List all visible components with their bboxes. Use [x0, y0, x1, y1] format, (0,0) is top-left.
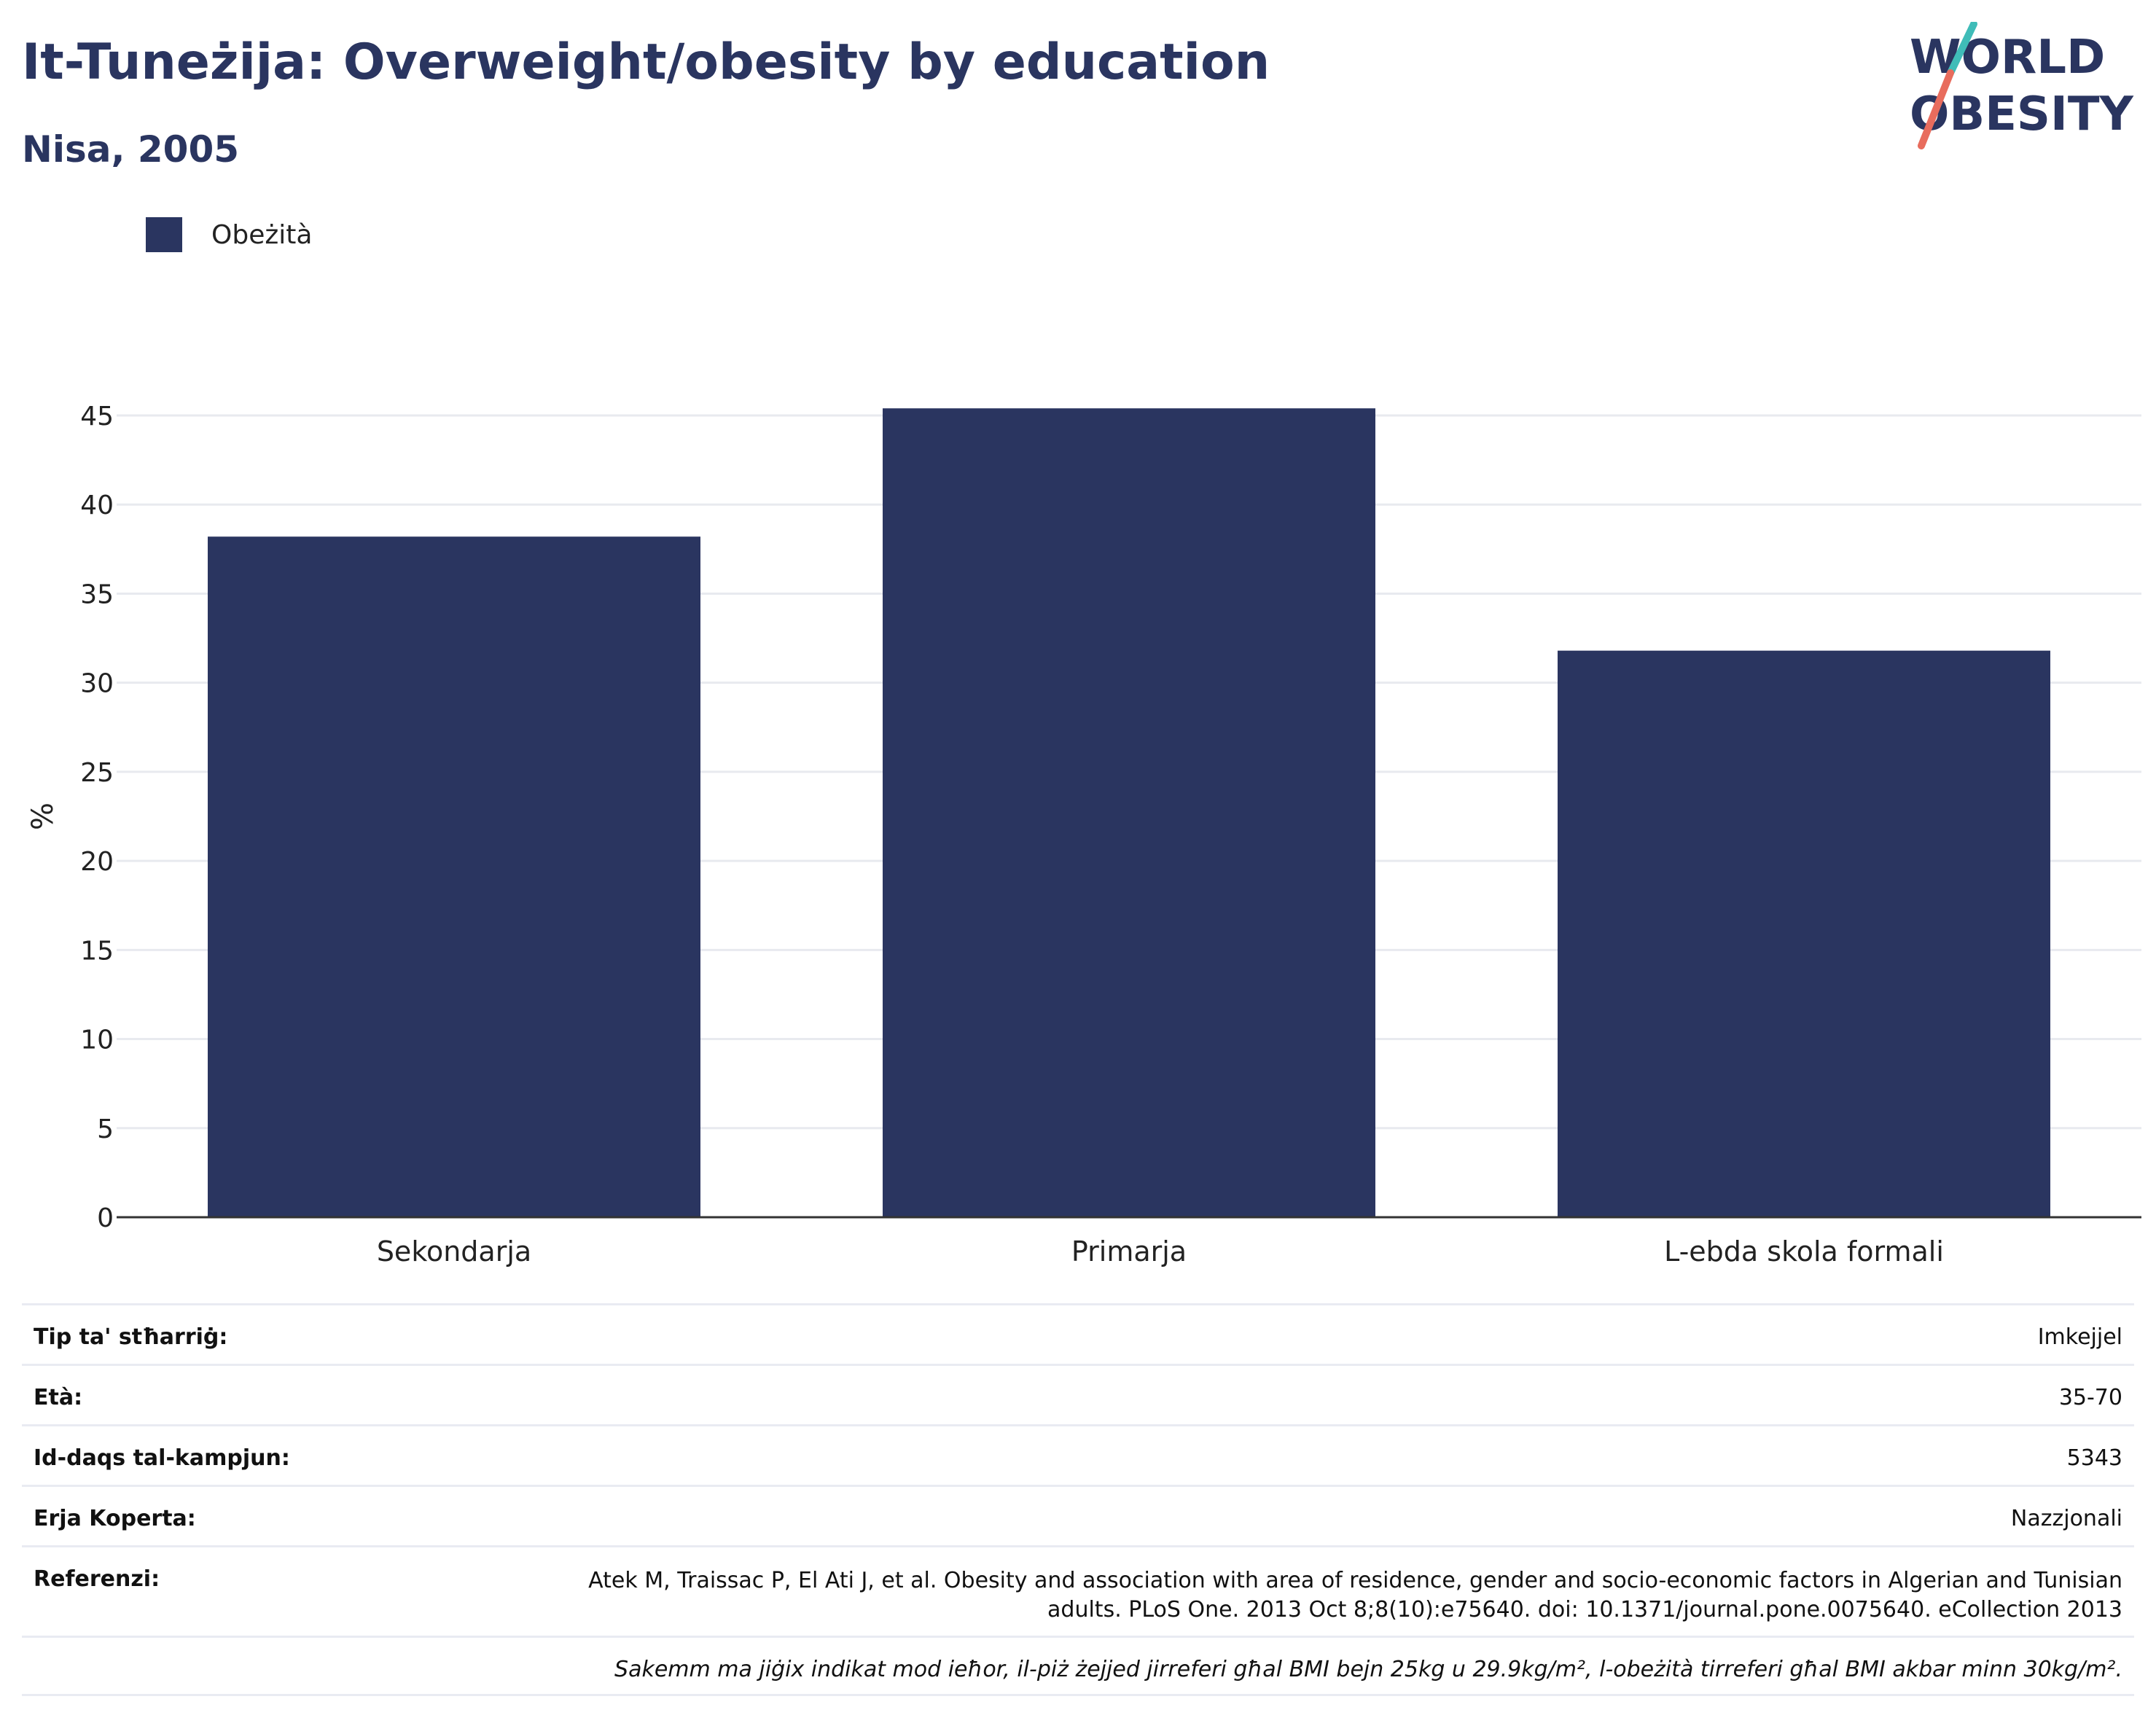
logo-slash-bottom [1918, 69, 1954, 149]
page-subtitle: Nisa, 2005 [22, 128, 240, 171]
info-label: Tip ta' stħarriġ: [34, 1324, 228, 1350]
legend-swatch[interactable] [146, 217, 182, 252]
reference-text: Atek M, Traissac P, El Ati J, et al. Obe… [588, 1568, 2122, 1622]
page-title: It-Tuneżija: Overweight/obesity by educa… [22, 34, 1270, 91]
bar-l-ebda-skola-formali[interactable] [1558, 650, 2050, 1217]
x-tick-label: L-ebda skola formali [1664, 1235, 1944, 1268]
info-table: Tip ta' stħarriġ: Imkejjel Età: 35-70 Id… [22, 1303, 2134, 1696]
bar-primarja[interactable] [883, 408, 1375, 1218]
bar-chart: 0 5 10 15 20 25 30 35 40 45 Sekondarja Primarja L-e… [26, 402, 2141, 1268]
logo-line1: WORLD [1910, 31, 2105, 85]
y-tick-label: 5 [97, 1114, 114, 1144]
y-axis-title: % [26, 802, 60, 830]
info-label: Referenzi: [34, 1566, 160, 1592]
logo-line2: OBESITY [1910, 87, 2133, 141]
info-row-reference: Referenzi: Atek M, Traissac P, El Ati J,… [22, 1545, 2134, 1636]
info-row-area-covered: Erja Koperta: Nazzjonali [22, 1485, 2134, 1545]
y-tick-label: 40 [80, 491, 114, 520]
y-tick-labels: 0 5 10 15 20 25 30 35 40 45 [80, 402, 114, 1233]
y-tick-label: 15 [80, 936, 114, 966]
info-row-age: Età: 35-70 [22, 1364, 2134, 1424]
info-value: Nazzjonali [2010, 1506, 2122, 1531]
x-tick-label: Primarja [1071, 1235, 1187, 1268]
y-tick-label: 20 [80, 847, 114, 877]
y-tick-label: 10 [80, 1026, 114, 1055]
x-tick-label: Sekondarja [377, 1235, 531, 1268]
info-value: 35-70 [2058, 1385, 2122, 1410]
y-tick-label: 25 [80, 758, 114, 788]
info-row-survey-type: Tip ta' stħarriġ: Imkejjel [22, 1303, 2134, 1364]
info-label: Età: [34, 1385, 83, 1410]
info-label: Id-daqs tal-kampjun: [34, 1445, 290, 1471]
info-label: Erja Koperta: [34, 1506, 196, 1531]
bars [208, 408, 2050, 1218]
info-value: 5343 [2066, 1445, 2122, 1471]
legend: Obeżità [146, 217, 312, 252]
y-tick-label: 45 [80, 402, 114, 431]
info-row-sample-size: Id-daqs tal-kampjun: 5343 [22, 1424, 2134, 1485]
y-tick-label: 30 [80, 669, 114, 699]
y-tick-label: 0 [97, 1203, 114, 1233]
info-value: Imkejjel [2037, 1324, 2122, 1350]
y-tick-label: 35 [80, 579, 114, 609]
world-obesity-logo: WORLD OBESITY [1910, 22, 2133, 149]
x-tick-labels: Sekondarja Primarja L-ebda skola formali [377, 1235, 1944, 1268]
logo-slash-top [1947, 22, 1977, 77]
legend-label-obesity[interactable]: Obeżità [211, 219, 313, 250]
bar-sekondarja[interactable] [208, 536, 700, 1217]
note-text: Sakemm ma jiġix indikat mod ieħor, il-pi… [614, 1657, 2122, 1682]
info-note: Sakemm ma jiġix indikat mod ieħor, il-pi… [22, 1636, 2134, 1696]
